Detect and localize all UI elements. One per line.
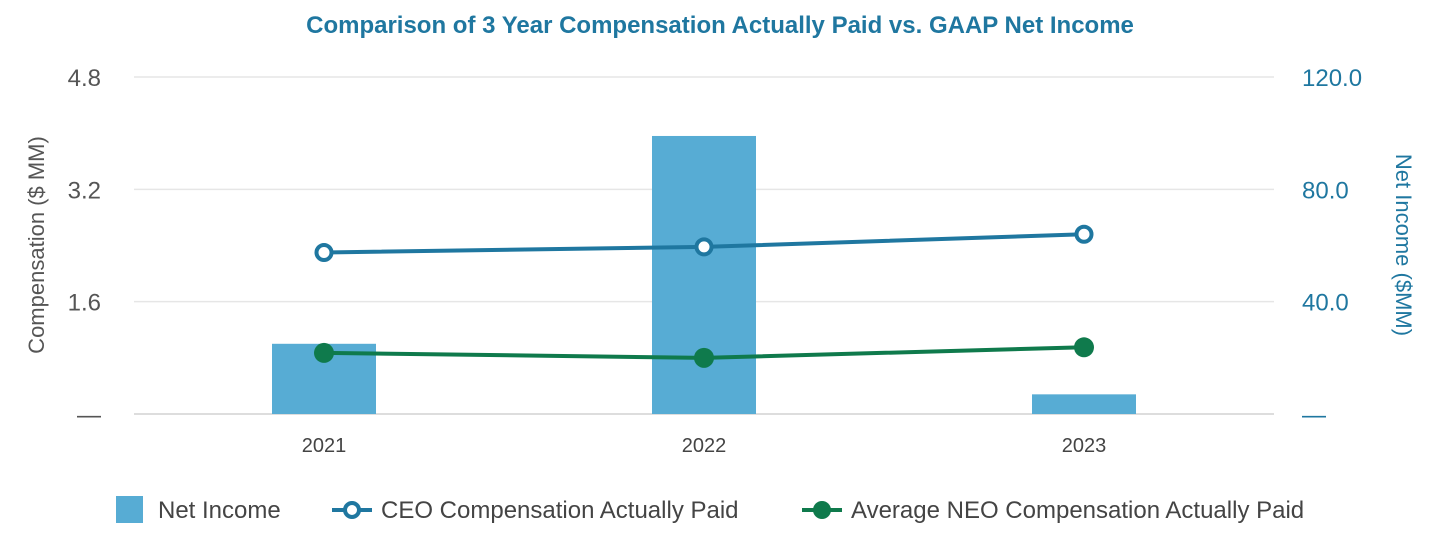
y-left-tick-label: —	[77, 402, 101, 429]
legend-marker-ceo	[343, 501, 361, 519]
point-neo	[314, 342, 334, 363]
legend-label-net-income: Net Income	[158, 497, 281, 524]
y-right-tick-label: 120.0	[1302, 65, 1362, 92]
chart-title: Comparison of 3 Year Compensation Actual…	[306, 12, 1134, 39]
point-ceo	[314, 243, 334, 263]
point-ceo	[1074, 224, 1094, 244]
x-tick-label: 2023	[1062, 435, 1107, 457]
legend-marker-neo	[813, 501, 831, 519]
legend-label-ceo: CEO Compensation Actually Paid	[381, 497, 739, 524]
y-left-axis-label: Compensation ($ MM)	[24, 136, 49, 354]
y-left-tick-label: 1.6	[68, 290, 101, 317]
x-tick-label: 2022	[682, 435, 727, 457]
y-left-tick-label: 3.2	[68, 177, 101, 204]
x-tick-label: 2021	[302, 435, 347, 457]
point-ceo	[694, 237, 714, 257]
bar-net-income	[1032, 394, 1136, 414]
legend-label-neo: Average NEO Compensation Actually Paid	[851, 497, 1304, 524]
line-series	[314, 224, 1094, 368]
legend-swatch-net-income	[116, 496, 143, 523]
y-right-axis-label: Net Income ($MM)	[1391, 154, 1416, 336]
point-neo	[1074, 337, 1094, 358]
legend: Net Income CEO Compensation Actually Pai…	[116, 496, 1304, 524]
point-neo	[694, 347, 714, 368]
tick-labels: — 1.6 3.2 4.8 — 40.0 80.0 120.0 2021 2022 2023	[68, 65, 1362, 457]
bar-series	[272, 135, 1136, 414]
y-right-tick-label: —	[1302, 402, 1326, 429]
bar-net-income	[652, 135, 756, 414]
y-left-tick-label: 4.8	[68, 65, 101, 92]
y-right-tick-label: 40.0	[1302, 290, 1349, 317]
y-right-tick-label: 80.0	[1302, 177, 1349, 204]
